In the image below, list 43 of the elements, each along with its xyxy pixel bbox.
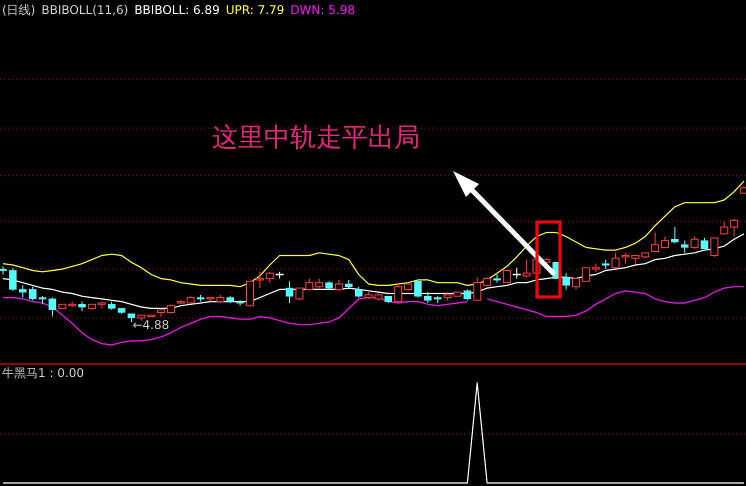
candlestick <box>562 272 570 290</box>
chart-subtitle: BBIBOLL(11,6) <box>41 3 128 17</box>
candlestick <box>660 236 669 248</box>
chart-title: (日线) <box>2 3 36 17</box>
candlestick <box>286 280 294 304</box>
candlestick <box>414 279 422 298</box>
candlestick <box>621 252 630 264</box>
candlestick <box>464 288 472 301</box>
candlestick <box>48 297 56 318</box>
candlestick <box>522 259 531 278</box>
chart-title: 牛黑马1 : 0.00 <box>2 366 84 380</box>
candlestick <box>730 218 738 238</box>
text: BBIBOLL: 6.89 <box>134 3 220 17</box>
text: DWN: 5.98 <box>290 3 355 17</box>
candlestick <box>582 267 590 282</box>
annotation: ←4.88 <box>132 318 170 332</box>
candlestick <box>512 267 522 280</box>
candlestick <box>602 259 610 270</box>
candlestick <box>690 236 699 250</box>
candlestick <box>334 279 343 292</box>
candlestick <box>394 282 402 302</box>
text: UPR: 7.79 <box>226 3 284 17</box>
candlestick <box>680 240 688 254</box>
candlestick <box>720 221 728 234</box>
candlestick <box>671 226 679 244</box>
candlestick <box>502 270 511 284</box>
candlestick <box>612 252 620 268</box>
candlestick <box>28 286 36 301</box>
candlestick <box>710 237 718 258</box>
candlestick <box>19 284 27 298</box>
candlestick <box>473 276 482 301</box>
candlestick <box>256 271 264 289</box>
candlestick <box>651 232 660 252</box>
candlestick <box>354 286 362 298</box>
candlestick <box>700 237 708 250</box>
candlestick <box>572 278 580 290</box>
candlestick <box>295 288 304 301</box>
candlestick <box>78 301 86 312</box>
candlestick <box>166 304 175 314</box>
candlestick <box>424 292 432 304</box>
candlestick <box>9 267 17 292</box>
text: 这里中轨走平出局 <box>212 123 420 153</box>
candlestick <box>266 271 274 284</box>
